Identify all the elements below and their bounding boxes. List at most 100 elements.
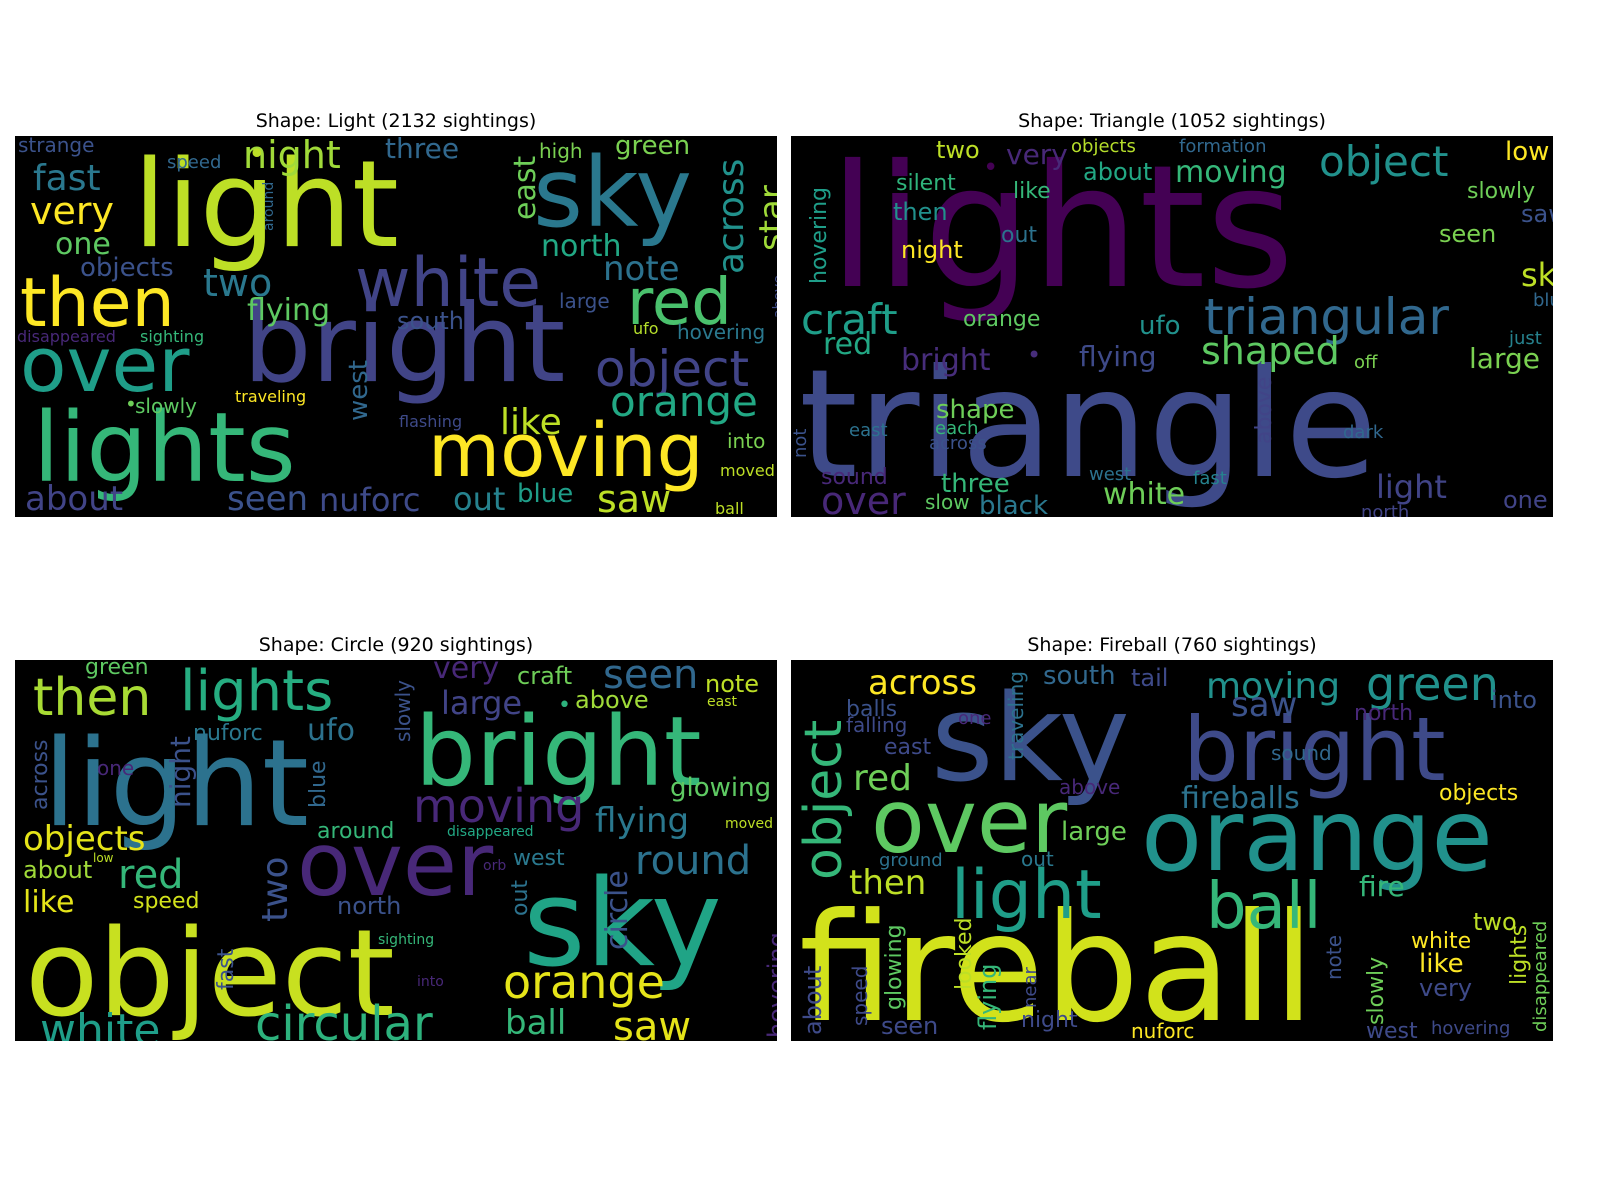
- cloud-word: shaped: [1201, 329, 1340, 373]
- cloud-word: lights: [1507, 925, 1532, 985]
- cloud-word: red: [118, 852, 184, 898]
- cloud-word: white: [40, 1005, 160, 1041]
- cloud-word: disappeared: [1530, 921, 1551, 1032]
- cloud-word: saw: [1521, 200, 1553, 228]
- cloud-word: above: [1059, 775, 1120, 799]
- cloud-word: very: [1419, 974, 1472, 1002]
- cloud-word: •: [558, 693, 571, 718]
- cloud-word: east: [707, 694, 737, 710]
- cloud-word: traveling: [235, 387, 306, 406]
- cloud-word: bright: [1183, 698, 1446, 801]
- cloud-word: lights: [829, 136, 1294, 327]
- cloud-word: above: [771, 275, 777, 318]
- cloud-word: flying: [595, 801, 689, 841]
- cloud-word: fast: [33, 158, 101, 199]
- cloud-word: nuforc: [319, 481, 420, 517]
- cloud-word: objects: [1439, 781, 1518, 806]
- cloud-word: moving: [428, 408, 704, 494]
- cloud-word: east: [508, 156, 543, 220]
- cloud-word: traveling: [1004, 671, 1028, 760]
- cloud-word: moving: [413, 779, 584, 833]
- cloud-word: blue: [517, 479, 573, 509]
- cloud-word: high: [539, 139, 583, 163]
- cloud-word: across: [711, 159, 752, 274]
- cloud-word: seen: [603, 660, 698, 698]
- cloud-word: speed: [848, 966, 872, 1026]
- cloud-word: ball: [715, 499, 744, 517]
- cloud-word: orb: [483, 858, 506, 874]
- cloud-word: green: [85, 660, 149, 680]
- cloud-word: large: [559, 289, 610, 313]
- cloud-word: about: [23, 856, 92, 884]
- cloud-word: over: [871, 770, 1068, 873]
- cloud-word: across: [929, 433, 987, 454]
- cloud-word: sky: [1521, 256, 1553, 294]
- cloud-word: balls: [846, 697, 897, 722]
- cloud-word: slowly: [1364, 957, 1389, 1025]
- cloud-word: tail: [1131, 664, 1168, 692]
- cloud-word: ufo: [307, 713, 355, 748]
- cloud-word: glowing: [882, 924, 907, 1010]
- cloud-word: low: [1505, 137, 1549, 167]
- cloud-word: flying: [974, 964, 1002, 1030]
- cloud-word: object: [1319, 137, 1448, 186]
- cloud-word: slowly: [391, 680, 415, 742]
- cloud-word: dark: [1343, 422, 1384, 443]
- cloud-word: objects: [80, 253, 174, 283]
- cloud-word: slow: [925, 490, 970, 514]
- cloud-word: circle: [600, 870, 635, 950]
- cloud-word: sky: [931, 670, 1130, 809]
- cloud-word: triangular: [1204, 288, 1449, 346]
- cloud-word: three: [385, 136, 459, 165]
- cloud-word: over: [821, 479, 906, 517]
- cloud-word: one: [1503, 486, 1548, 514]
- cloud-word: west: [344, 360, 374, 421]
- panel-title-fireball: Shape: Fireball (760 sightings): [1027, 634, 1317, 656]
- cloud-word: ufo: [633, 319, 659, 338]
- cloud-word: light: [43, 715, 309, 854]
- cloud-word: light: [1376, 468, 1447, 506]
- cloud-word: light: [133, 136, 399, 275]
- cloud-word: then: [20, 264, 175, 343]
- cloud-word: west: [1089, 464, 1131, 485]
- cloud-word: not: [791, 429, 811, 458]
- cloud-word: very: [433, 660, 499, 686]
- cloud-word: saw: [613, 1004, 691, 1041]
- cloud-word: west: [513, 846, 565, 871]
- cloud-word: two: [255, 856, 296, 922]
- cloud-word: south: [397, 307, 464, 335]
- cloud-word: large: [1061, 817, 1127, 847]
- cloud-word: sound: [1271, 741, 1332, 765]
- cloud-word: blue: [1533, 290, 1553, 311]
- cloud-word: white: [1103, 477, 1185, 512]
- cloud-word: out: [508, 880, 533, 916]
- cloud-word: into: [1491, 686, 1537, 714]
- cloud-word: round: [635, 838, 751, 884]
- cloud-word: star: [752, 185, 777, 251]
- cloud-word: sighting: [140, 327, 204, 346]
- cloud-word: east: [849, 420, 888, 441]
- cloud-word: into: [727, 429, 765, 453]
- cloud-word: north: [337, 892, 401, 920]
- cloud-word: light: [951, 856, 1102, 935]
- cloud-word: out: [1001, 223, 1037, 248]
- cloud-word: around: [317, 819, 394, 844]
- cloud-word: north: [541, 229, 621, 264]
- cloud-word: green: [615, 136, 690, 161]
- cloud-word: sky: [523, 855, 722, 994]
- cloud-word: note: [1322, 935, 1346, 980]
- cloud-word: slowly: [1467, 179, 1535, 204]
- cloud-word: hovering: [1431, 1018, 1510, 1039]
- cloud-word: hovering: [763, 932, 777, 1038]
- cloud-word: two: [203, 261, 272, 305]
- cloud-word: large: [1469, 342, 1540, 375]
- cloud-word: like: [1419, 949, 1464, 979]
- wordcloud-triangle: lights triangle triangular object craft shape…: [791, 136, 1553, 517]
- cloud-word: white: [1411, 929, 1471, 954]
- cloud-word: moved: [725, 816, 773, 832]
- cloud-word: night: [243, 136, 341, 177]
- cloud-word: fast: [214, 948, 239, 990]
- cloud-word: glowing: [670, 773, 771, 803]
